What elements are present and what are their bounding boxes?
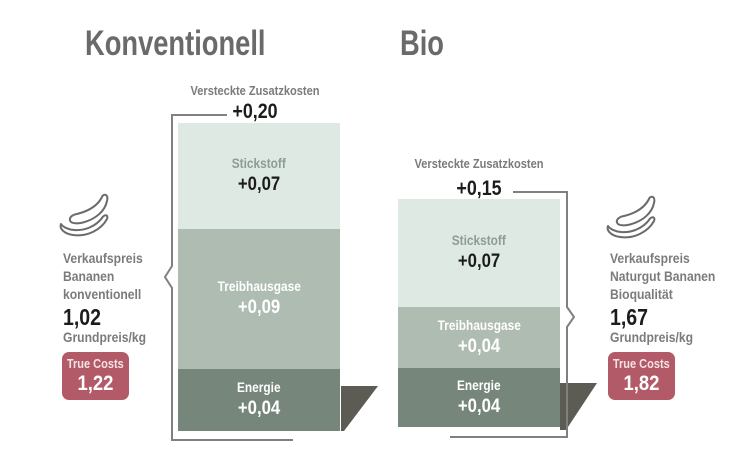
- stacked-bar-konventionell: Stickstoff +0,07 Treibhausgase +0,09 Ene…: [178, 123, 340, 431]
- true-costs-value: 1,22: [77, 371, 114, 395]
- segment-label: Energie: [457, 377, 501, 393]
- base-price-unit-right: Grundpreis/kg: [610, 330, 694, 345]
- segment-stickstoff: Stickstoff +0,07: [178, 123, 340, 229]
- segment-value: +0,07: [457, 251, 501, 272]
- segment-label: Treibhausgase: [437, 317, 521, 333]
- price-description-line: Bananen: [63, 269, 115, 284]
- segment-value: +0,04: [237, 398, 281, 419]
- banana-back: [615, 195, 656, 227]
- base-price-left: 1,02: [63, 304, 102, 330]
- bar-shadow-right: [560, 383, 597, 430]
- price-description-line: konventionell: [63, 287, 142, 302]
- segment-label: Treibhausgase: [217, 279, 301, 294]
- hidden-costs-total-left: +0,20: [232, 100, 278, 123]
- segment-treibhausgase: Treibhausgase +0,04: [398, 307, 560, 368]
- segment-treibhausgase: Treibhausgase +0,09: [178, 229, 340, 369]
- banana-front: [606, 216, 656, 239]
- segment-value: +0,09: [237, 297, 281, 318]
- price-description-line: Naturgut Bananen: [610, 269, 716, 284]
- segment-energie: Energie +0,04: [178, 369, 340, 431]
- base-price-unit-left: Grundpreis/kg: [63, 330, 147, 345]
- column-title-konventionell: Konventionell: [85, 24, 266, 63]
- true-costs-label: True Costs: [613, 356, 670, 371]
- segment-label: Energie: [237, 380, 281, 395]
- true-costs-badge-left: True Costs 1,22: [62, 352, 129, 400]
- segment-label: Stickstoff: [231, 156, 287, 171]
- segment-label: Stickstoff: [451, 233, 507, 248]
- true-costs-badge-right: True Costs 1,82: [608, 352, 675, 400]
- segment-value: +0,04: [457, 335, 501, 357]
- column-title-bio: Bio: [400, 24, 444, 63]
- banana-icon: [59, 193, 109, 237]
- true-costs-label: True Costs: [67, 356, 124, 371]
- segment-stickstoff: Stickstoff +0,07: [398, 199, 560, 307]
- banana-back: [68, 193, 109, 225]
- segment-value: +0,04: [457, 395, 501, 417]
- stacked-bar-bio: Stickstoff +0,07 Treibhausgase +0,04 Ene…: [398, 199, 560, 427]
- hidden-costs-total-right: +0,15: [456, 177, 502, 200]
- true-costs-value: 1,82: [623, 371, 660, 395]
- price-description-right: Verkaufspreis Naturgut Bananen Bioqualit…: [610, 250, 715, 304]
- hidden-costs-label-left: Versteckte Zusatzkosten: [190, 83, 320, 98]
- price-description-line: Bioqualität: [610, 287, 673, 302]
- price-description-left: Verkaufspreis Bananen konventionell: [63, 250, 143, 304]
- bar-shadow-left: [341, 386, 378, 431]
- banana-front: [59, 214, 109, 237]
- segment-value: +0,07: [237, 174, 281, 195]
- price-description-line: Verkaufspreis: [63, 251, 143, 266]
- base-price-right: 1,67: [610, 304, 649, 330]
- banana-icon: [606, 195, 656, 239]
- price-description-line: Verkaufspreis: [610, 251, 690, 266]
- segment-energie: Energie +0,04: [398, 368, 560, 427]
- hidden-costs-label-right: Versteckte Zusatzkosten: [414, 156, 544, 171]
